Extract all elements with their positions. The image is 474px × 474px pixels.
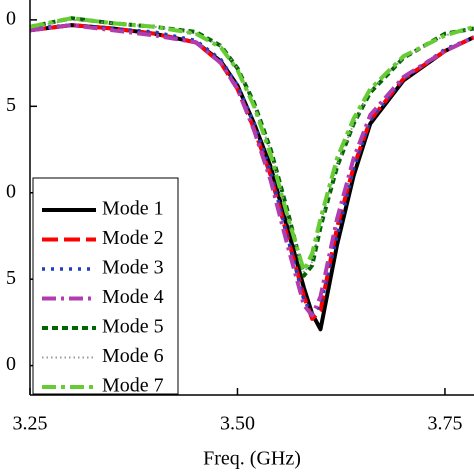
series-line (30, 23, 474, 318)
y-tick-label: 0 (6, 353, 16, 375)
x-axis-label: Freq. (GHz) (203, 448, 301, 470)
y-tick-label: 5 (6, 94, 16, 116)
legend-label: Mode 7 (102, 375, 164, 397)
y-tick-label: 5 (6, 267, 16, 289)
x-tick-label: 3.75 (427, 413, 462, 435)
x-tick-label: 3.50 (220, 413, 255, 435)
legend-label: Mode 4 (102, 286, 164, 308)
y-tick-label: 0 (6, 7, 16, 29)
legend-label: Mode 1 (102, 198, 164, 220)
legend-label: Mode 2 (102, 227, 164, 249)
legend-box (32, 177, 179, 395)
legend-label: Mode 5 (102, 316, 164, 338)
legend-label: Mode 6 (102, 345, 164, 367)
legend-label: Mode 3 (102, 257, 164, 279)
y-tick-label: 0 (6, 180, 16, 202)
x-tick-label: 3.25 (13, 413, 48, 435)
series-line (30, 23, 474, 316)
series-line (30, 16, 474, 273)
